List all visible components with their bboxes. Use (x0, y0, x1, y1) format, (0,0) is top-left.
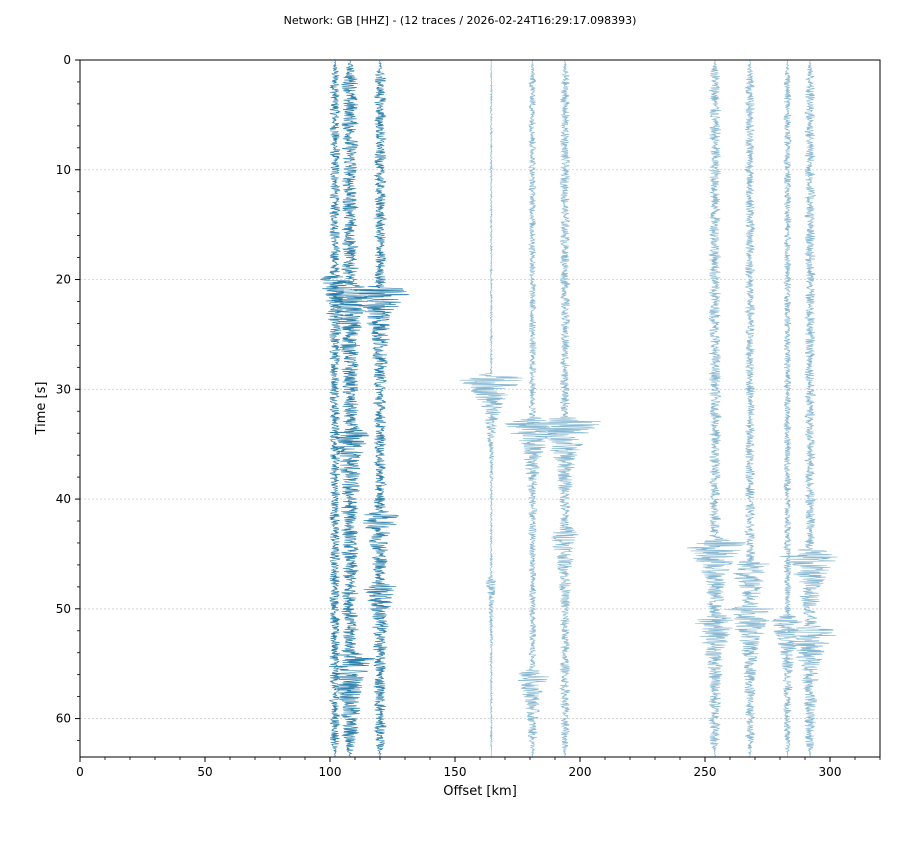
x-tick-label: 0 (76, 765, 84, 779)
traces (320, 59, 838, 758)
trace-164.5km (459, 59, 523, 758)
x-tick-label: 50 (197, 765, 212, 779)
trace-283km (771, 59, 803, 758)
x-tick-label: 150 (444, 765, 467, 779)
x-tick-label: 250 (694, 765, 717, 779)
y-axis-label: Time [s] (34, 382, 49, 436)
y-tick-label: 0 (63, 53, 71, 67)
trace-120km (352, 59, 410, 758)
y-tick-label: 40 (56, 492, 71, 506)
chart-title: Network: GB [HHZ] - (12 traces / 2026-02… (284, 14, 637, 27)
x-tick-label: 200 (569, 765, 592, 779)
trace-268km (724, 59, 774, 758)
x-axis-label: Offset [km] (443, 784, 517, 799)
trace-292km (779, 59, 838, 758)
trace-254km (686, 59, 746, 758)
y-axis-ticks: 0 10 20 30 40 50 60 (56, 53, 80, 741)
x-tick-label: 300 (819, 765, 842, 779)
y-tick-label: 20 (56, 273, 71, 287)
y-tick-label: 60 (56, 712, 71, 726)
trace-108km (328, 59, 376, 758)
y-tick-label: 50 (56, 602, 71, 616)
x-axis-ticks: 0 50 100 150 200 250 300 (76, 757, 881, 779)
trace-102km (320, 59, 351, 758)
x-tick-label: 100 (319, 765, 342, 779)
trace-194km (530, 59, 601, 758)
plot-frame (79, 59, 881, 758)
trace-181km (504, 59, 559, 758)
y-tick-label: 30 (56, 382, 71, 396)
y-tick-label: 10 (56, 163, 71, 177)
